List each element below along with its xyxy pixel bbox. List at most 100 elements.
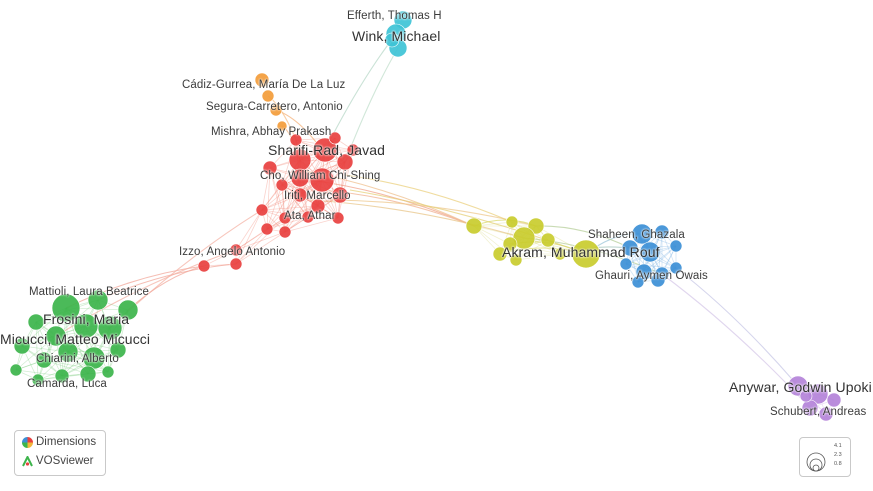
node-red[interactable] [301,210,315,224]
node-label-shaheen[interactable]: Shaheen, Ghazala [588,229,685,241]
node-label-schubert[interactable]: Schubert, Andreas [770,406,867,418]
node-red[interactable] [289,133,303,147]
node-label-micucci[interactable]: Micucci, Matteo Micucci [0,331,151,347]
node-label-mishra[interactable]: Mishra, Abhay Prakash [211,126,332,138]
link-line [35,321,63,377]
node-green[interactable] [73,313,99,339]
node-label-wink[interactable]: Wink, Michael [352,28,441,44]
node-green[interactable] [79,365,97,383]
node-yellow[interactable] [502,236,518,252]
legend-value-high: 4.1 [834,443,842,449]
link-line [235,209,263,265]
node-label-mattioli[interactable]: Mattioli, Laura Beatrice [29,286,150,298]
link-line [261,205,319,211]
node-green[interactable] [9,363,23,377]
node-red[interactable] [262,160,278,176]
node-label-efferth[interactable]: Efferth, Thomas H [347,10,442,22]
node-yellow[interactable] [509,253,523,267]
node-red[interactable] [346,143,360,157]
node-label-frosini[interactable]: Frosini, Maria [43,311,130,327]
node-red[interactable] [229,257,243,271]
node-green[interactable] [13,337,31,355]
link-line [511,221,561,255]
node-red[interactable] [278,225,292,239]
node-label-akram[interactable]: Akram, Muhammad Rouf [502,244,660,260]
node-red[interactable] [331,211,345,225]
node-blue[interactable] [654,224,670,240]
node-green[interactable] [35,351,53,369]
node-label-cho[interactable]: Cho, William Chi-Shing [260,170,381,182]
node-orange[interactable] [254,72,270,88]
node-green[interactable] [45,325,67,347]
node-yellow[interactable] [571,239,601,269]
node-red[interactable] [278,211,292,225]
node-red[interactable] [255,203,269,217]
node-green[interactable] [109,341,127,359]
node-green[interactable] [57,341,79,363]
node-green[interactable] [101,365,115,379]
node-yellow[interactable] [553,247,567,261]
node-yellow[interactable] [492,246,508,262]
node-label-sharifi[interactable]: Sharifi-Rad, Javad [268,142,385,158]
node-blue[interactable] [669,261,683,275]
link-line [266,205,319,230]
node-label-camarda[interactable]: Camarda, Luca [27,378,107,390]
node-layer[interactable] [9,10,842,422]
node-red[interactable] [275,178,289,192]
node-orange[interactable] [269,103,283,117]
node-green[interactable] [117,299,139,321]
node-label-ata[interactable]: Ata, Athar [284,210,336,222]
node-green[interactable] [31,373,45,387]
node-yellow[interactable] [505,215,519,229]
node-label-iriti[interactable]: Iriti, Marcello [284,190,351,202]
node-yellow[interactable] [527,217,545,235]
node-blue[interactable] [619,257,633,271]
node-label-segura[interactable]: Segura-Carretero, Antonio [206,101,343,113]
link-line [344,174,513,223]
node-label-chiarini[interactable]: Chiarini, Alberto [36,353,119,365]
node-red[interactable] [292,187,308,203]
node-label-ghauri[interactable]: Ghauri, Aymen Owais [595,270,708,282]
link-line [269,167,286,219]
node-cyan[interactable] [384,32,400,48]
node-yellow[interactable] [540,232,556,248]
node-blue[interactable] [631,223,653,245]
node-blue[interactable] [639,241,661,263]
node-blue[interactable] [669,239,683,253]
node-blue[interactable] [621,239,639,257]
node-red[interactable] [197,259,211,273]
node-green[interactable] [27,313,45,331]
node-green[interactable] [51,293,81,323]
node-red[interactable] [312,137,338,163]
dimensions-logo-icon [22,436,33,448]
node-purple[interactable] [799,389,813,403]
node-blue[interactable] [631,275,645,289]
node-red[interactable] [260,222,274,236]
node-red[interactable] [331,186,349,204]
node-label-anywar[interactable]: Anywar, Godwin Upoki [729,379,872,395]
node-label-cadiz[interactable]: Cádiz-Gurrea, María De La Luz [182,79,346,91]
node-orange[interactable] [276,120,288,132]
node-yellow[interactable] [465,217,483,235]
node-red[interactable] [229,243,243,257]
node-blue[interactable] [635,263,653,281]
node-purple[interactable] [818,406,834,422]
node-red[interactable] [336,153,354,171]
node-red[interactable] [290,168,310,188]
link-line [235,228,268,265]
node-red[interactable] [309,167,335,193]
dimensions-label: Dimensions [36,436,97,448]
node-purple[interactable] [826,392,842,408]
node-orange[interactable] [261,89,275,103]
node-green[interactable] [87,289,109,311]
node-red[interactable] [328,131,342,145]
attribution-badge[interactable]: Dimensions VOSviewer [14,430,106,476]
link-line [281,184,341,196]
node-blue[interactable] [650,272,666,288]
link-line [15,369,63,377]
node-red[interactable] [310,198,326,214]
node-green[interactable] [54,368,70,384]
node-label-izzo[interactable]: Izzo, Angelo Antonio [179,246,286,258]
